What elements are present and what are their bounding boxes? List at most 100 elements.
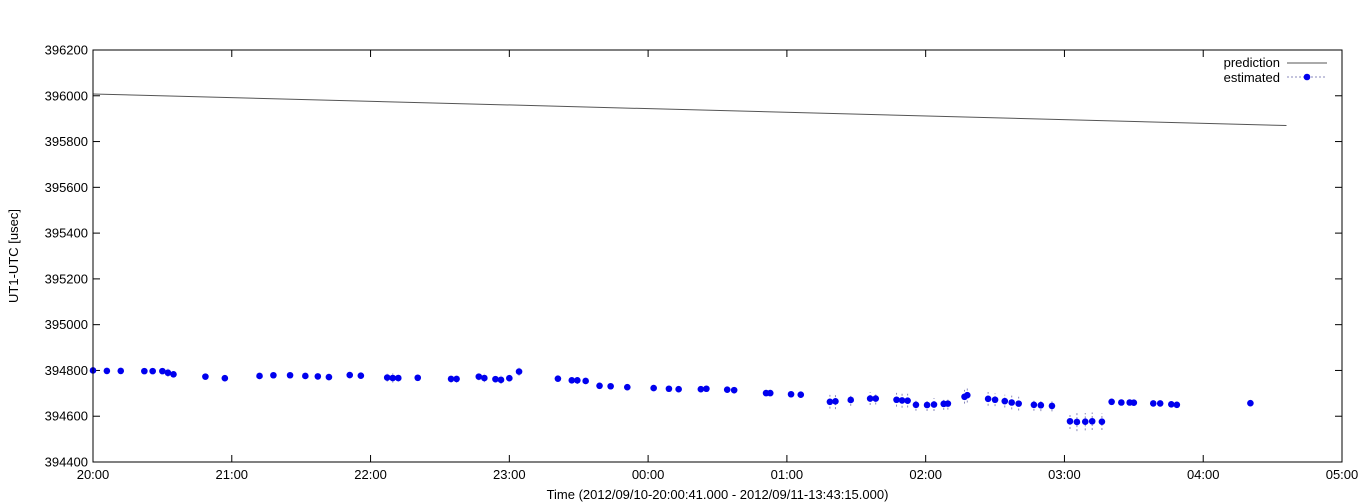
data-point-estimated — [1073, 418, 1081, 426]
data-point-estimated — [256, 372, 263, 380]
data-point-estimated — [447, 375, 455, 383]
y-tick-label: 394800 — [45, 363, 88, 378]
y-tick-label: 396000 — [45, 88, 88, 103]
x-tick-label: 22:00 — [354, 467, 387, 482]
legend-swatch-estimated-point — [1303, 73, 1311, 81]
data-point-estimated — [730, 386, 738, 394]
data-point-estimated — [149, 367, 156, 375]
data-point-estimated — [872, 395, 880, 402]
legend-entry-estimated: estimated — [1224, 70, 1280, 85]
data-point-estimated — [314, 373, 322, 380]
data-point-estimated — [159, 367, 166, 375]
data-point-estimated — [574, 376, 581, 384]
x-tick-label: 03:00 — [1048, 467, 1081, 482]
data-point-estimated — [497, 376, 505, 384]
data-point-estimated — [703, 385, 710, 393]
data-point-estimated — [1048, 402, 1056, 410]
y-tick-label: 395600 — [45, 180, 88, 195]
x-tick-label: 23:00 — [493, 467, 526, 482]
data-point-estimated — [904, 397, 911, 404]
y-tick-label: 395000 — [45, 317, 88, 332]
data-point-estimated — [1098, 418, 1106, 426]
data-point-estimated — [1156, 400, 1164, 407]
data-point-estimated — [893, 396, 900, 404]
data-point-estimated — [1001, 397, 1009, 405]
data-point-estimated — [453, 375, 460, 383]
data-point-estimated — [596, 382, 603, 390]
data-point-estimated — [492, 375, 499, 383]
data-point-estimated — [607, 382, 614, 390]
data-point-estimated — [898, 397, 906, 404]
data-point-estimated — [1247, 399, 1254, 407]
y-tick-label: 395800 — [45, 134, 88, 149]
data-point-estimated — [984, 395, 992, 403]
data-point-estimated — [103, 367, 111, 375]
plot-frame — [92, 49, 1343, 463]
data-point-estimated — [991, 396, 999, 404]
data-point-estimated — [414, 374, 422, 382]
data-point-estimated — [923, 401, 931, 409]
x-tick-label: 20:00 — [77, 467, 110, 482]
data-point-estimated — [1081, 418, 1089, 426]
y-axis-ticks: 394400 394600 394800 395000 395200 395400 3956… — [45, 43, 1342, 470]
x-axis-label: Time (2012/09/10-20:00:41.000 - 2012/09/… — [547, 487, 889, 502]
data-point-estimated — [568, 376, 576, 384]
x-tick-label: 04:00 — [1187, 467, 1220, 482]
data-point-estimated — [1168, 401, 1175, 408]
data-point-estimated — [164, 369, 172, 377]
y-axis-label: UT1-UTC [usec] — [6, 209, 21, 303]
data-point-estimated — [944, 400, 952, 407]
data-point-estimated — [221, 374, 229, 382]
data-point-estimated — [847, 396, 855, 404]
data-point-estimated — [506, 374, 513, 382]
data-point-estimated — [623, 383, 631, 391]
x-tick-label: 02:00 — [909, 467, 942, 482]
data-point-estimated — [286, 371, 294, 379]
data-point-estimated — [357, 372, 365, 380]
data-point-estimated — [723, 386, 731, 393]
data-point-estimated — [964, 391, 971, 399]
data-point-estimated — [395, 374, 402, 382]
data-point-estimated — [270, 371, 277, 379]
data-point-estimated — [1037, 401, 1045, 409]
data-point-estimated — [1173, 401, 1181, 409]
data-point-estimated — [346, 371, 354, 379]
data-point-estimated — [1118, 399, 1125, 406]
data-point-estimated — [1108, 398, 1115, 406]
data-point-estimated — [650, 384, 657, 392]
data-point-estimated — [930, 401, 938, 408]
data-point-estimated — [1008, 399, 1016, 406]
data-point-estimated — [1130, 399, 1138, 407]
series-layer — [89, 93, 1287, 432]
data-point-estimated — [1088, 417, 1096, 425]
data-point-estimated — [1015, 400, 1022, 407]
data-point-estimated — [302, 372, 309, 380]
x-axis-ticks: 20:00 21:00 22:00 23:00 00:00 01:00 02:00 03:00… — [77, 50, 1359, 482]
data-point-estimated — [117, 367, 125, 375]
data-point-estimated — [1066, 417, 1074, 425]
y-tick-label: 394400 — [45, 455, 88, 470]
data-point-estimated — [912, 401, 920, 409]
data-point-estimated — [383, 374, 391, 381]
data-point-estimated — [202, 373, 209, 380]
legend: prediction estimated — [1224, 55, 1327, 85]
legend-entry-prediction: prediction — [1224, 55, 1280, 70]
data-point-estimated — [170, 371, 177, 378]
x-tick-label: 01:00 — [771, 467, 804, 482]
data-point-estimated — [481, 374, 488, 382]
y-tick-label: 395200 — [45, 271, 88, 286]
y-tick-label: 395400 — [45, 226, 88, 241]
data-point-estimated — [826, 398, 834, 406]
data-point-estimated — [675, 385, 682, 393]
data-point-estimated — [475, 373, 483, 380]
data-point-estimated — [554, 375, 562, 382]
data-point-estimated — [325, 373, 333, 381]
data-point-estimated — [787, 390, 795, 398]
data-point-estimated — [797, 391, 805, 399]
series-prediction-line — [92, 93, 1287, 127]
data-point-estimated — [697, 385, 705, 393]
data-point-estimated — [665, 385, 673, 393]
x-tick-label: 05:00 — [1326, 467, 1359, 482]
data-point-estimated — [866, 395, 874, 402]
